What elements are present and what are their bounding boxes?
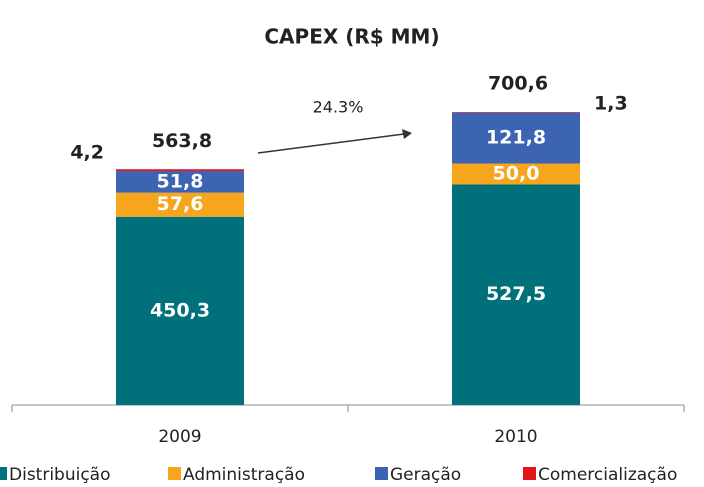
legend-label: Distribuição [9,465,111,485]
legend-swatch [375,467,388,480]
legend-swatch [523,467,536,480]
value-label: 527,5 [486,283,546,305]
legend-swatch [168,467,181,480]
annotation: 24.3% [313,98,364,117]
total-label: 563,8 [152,130,212,152]
bar-segment [452,184,580,405]
value-label: 51,8 [157,170,204,192]
legend-label: Comercialização [538,465,677,485]
value-label: 1,3 [594,93,628,115]
value-label: 121,8 [486,127,546,149]
legend-label: Administração [183,465,305,485]
arrow-head [402,129,412,139]
bar-segment [116,192,244,217]
value-label: 57,6 [157,193,204,215]
x-tick-label: 2009 [158,427,201,447]
total-label: 700,6 [488,73,548,95]
value-label: 4,2 [70,142,104,164]
legend-swatch [0,467,7,480]
value-label: 450,3 [150,299,210,321]
bar-segment [452,112,580,113]
legend-label: Geração [390,465,461,485]
bar-segment [116,216,244,405]
bar-segment [116,170,244,193]
bar-segment [452,112,580,164]
bar-segment [452,163,580,185]
bar-segment [116,169,244,171]
chart-title: CAPEX (R$ MM) [264,25,439,49]
value-label: 50,0 [493,162,540,184]
growth-arrow [257,133,405,154]
x-tick-label: 2010 [494,427,537,447]
